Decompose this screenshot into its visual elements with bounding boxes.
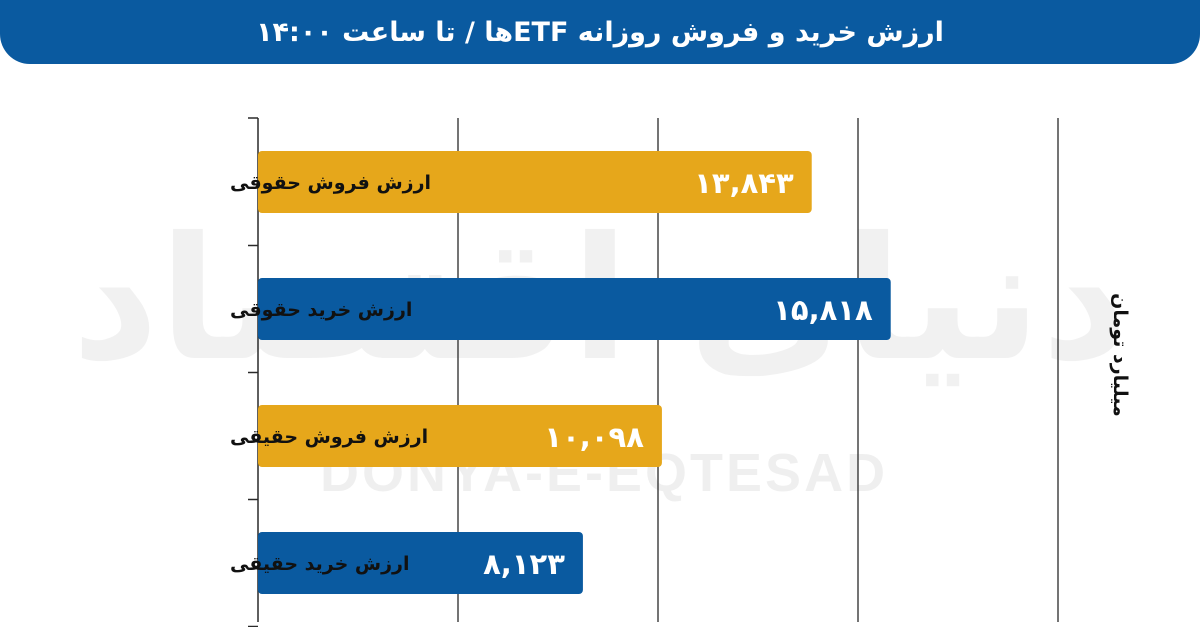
value-axis-label: میلیارد تومان [1109, 293, 1131, 417]
value-label-2: ۱۰,۰۹۸ [544, 420, 644, 454]
chart-title: ارزش خرید و فروش روزانه ETFها / تا ساعت … [256, 16, 944, 48]
category-label-2: ارزش فروش حقیقی [230, 426, 428, 448]
bar-3 [258, 532, 583, 594]
bar-1 [258, 278, 891, 340]
category-label-0: ارزش فروش حقوقی [230, 172, 431, 194]
title-bar: ارزش خرید و فروش روزانه ETFها / تا ساعت … [0, 0, 1200, 64]
category-label-1: ارزش خرید حقوقی [230, 299, 412, 321]
category-label-3: ارزش خرید حقیقی [230, 553, 409, 575]
bar-2 [258, 405, 662, 467]
value-label-1: ۱۵,۸۱۸ [773, 293, 873, 327]
value-label-3: ۸,۱۲۳ [483, 547, 565, 581]
bar-0 [258, 151, 812, 213]
value-label-0: ۱۳,۸۴۳ [694, 166, 794, 200]
